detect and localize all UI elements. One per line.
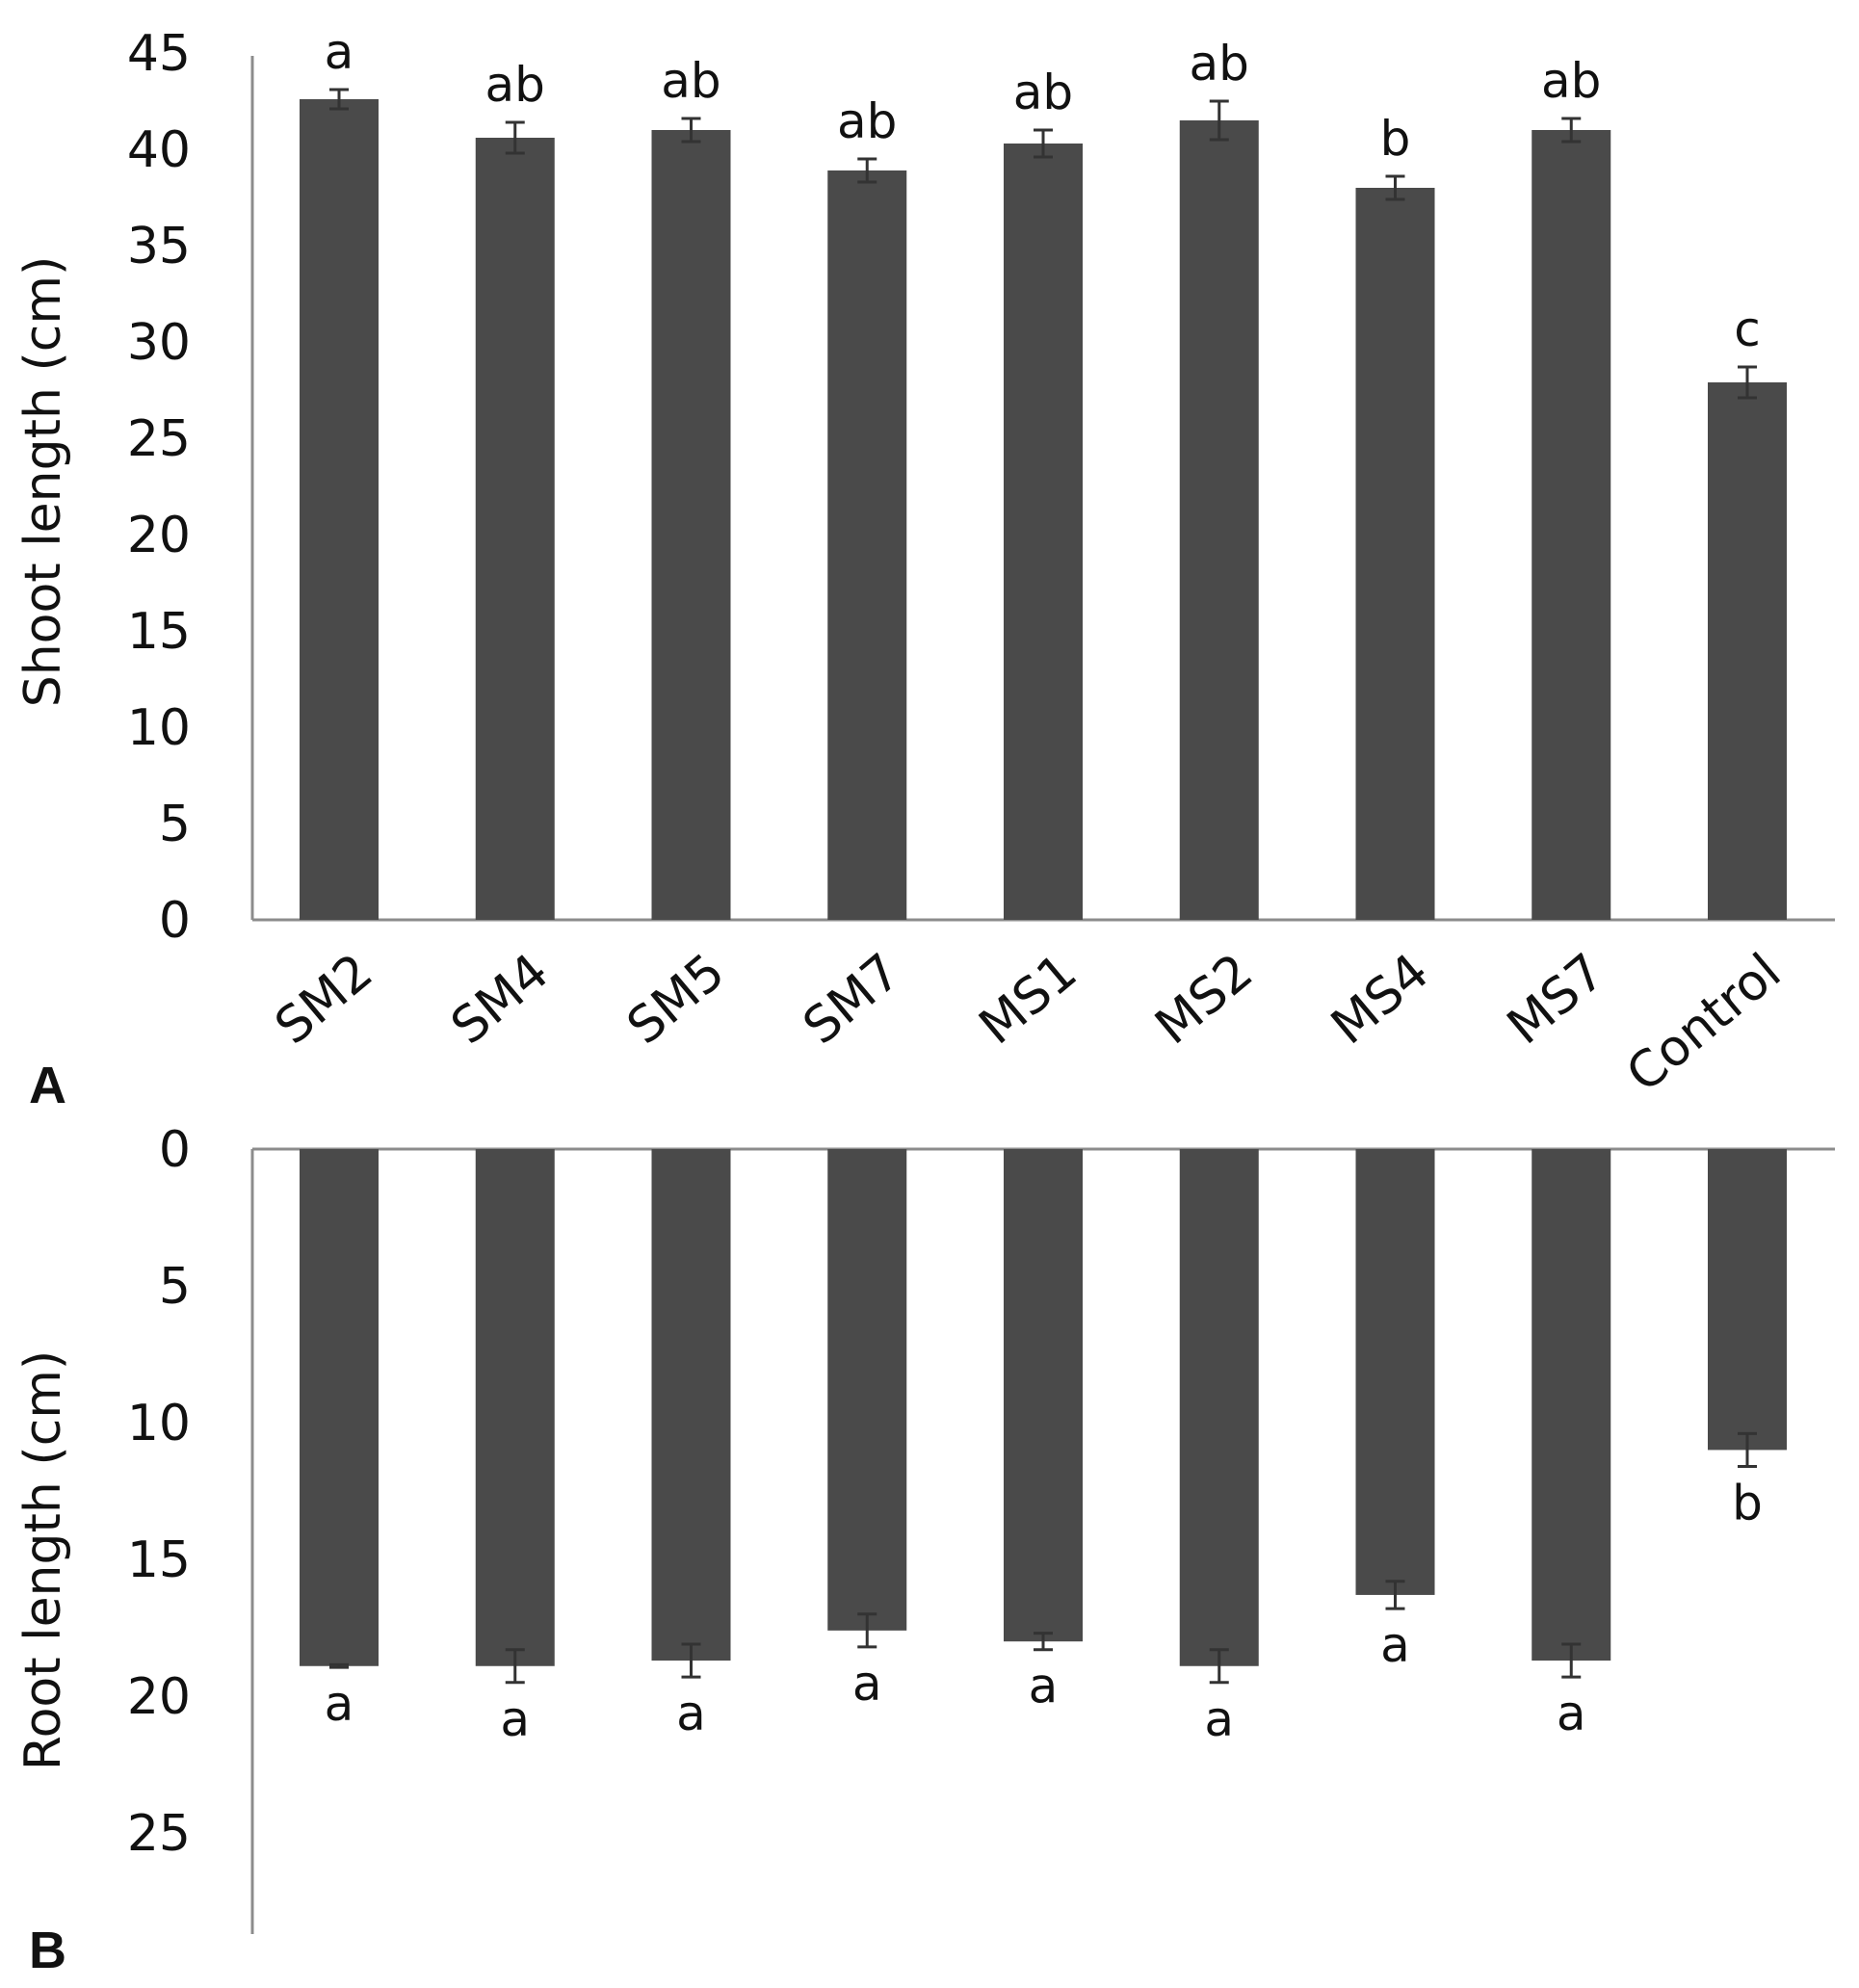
bar-ms4	[1355, 1149, 1435, 1595]
y-tick-label: 0	[159, 1121, 191, 1179]
significance-letter: a	[852, 1656, 882, 1712]
y-tick-label: 30	[127, 314, 191, 372]
panel-b-root-length: 0 5 10 15 20 25 Root length (cm) a a a a a a a a b B	[14, 1121, 1835, 1979]
bar-ms1	[1004, 144, 1083, 920]
significance-letter: b	[1732, 1475, 1763, 1530]
significance-letter: c	[1734, 301, 1761, 357]
y-tick-label: 20	[127, 1668, 191, 1726]
significance-letter: a	[325, 1676, 354, 1732]
bar-sm7	[827, 1149, 907, 1631]
x-tick-label: MS4	[1321, 943, 1440, 1056]
y-tick-label: 15	[127, 1531, 191, 1589]
significance-letter: a	[1557, 1686, 1586, 1741]
bar-control	[1708, 1149, 1787, 1451]
bar-ms2	[1179, 120, 1259, 920]
x-tick-label: SM4	[441, 943, 561, 1056]
bar-ms2	[1179, 1149, 1259, 1666]
y-tick-label: 45	[127, 25, 191, 83]
bar-sm5	[651, 1149, 731, 1661]
significance-letter: ab	[1013, 65, 1073, 120]
significance-letter: ab	[485, 57, 545, 113]
bar-ms4	[1355, 188, 1435, 920]
significance-letter: a	[500, 1691, 530, 1747]
bar-ms1	[1004, 1149, 1083, 1642]
y-tick-label: 10	[127, 1395, 191, 1452]
significance-letter: a	[1204, 1691, 1234, 1747]
x-tick-label: MS7	[1497, 943, 1616, 1056]
significance-letter: a	[1380, 1617, 1410, 1673]
y-tick-label: 25	[127, 1805, 191, 1863]
bar-sm5	[651, 130, 731, 920]
bar-ms7	[1532, 1149, 1611, 1661]
x-tick-label: SM5	[616, 943, 736, 1056]
y-tick-label: 40	[127, 121, 191, 179]
y-tick-label: 5	[159, 1258, 191, 1316]
y-axis-title: Shoot length (cm)	[14, 256, 72, 708]
bar-sm7	[827, 170, 907, 920]
panel-a-shoot-length: 0 5 10 15 20 25 30 35 40 45 Shoot length (cm) a SM2 a…	[14, 24, 1835, 1114]
y-tick-label: 35	[127, 218, 191, 275]
significance-letter: a	[676, 1686, 706, 1741]
significance-letter: ab	[1541, 53, 1601, 109]
significance-letter: a	[325, 24, 354, 80]
significance-letter: ab	[661, 53, 720, 109]
x-tick-label: Control	[1616, 943, 1793, 1104]
bar-sm2	[300, 99, 379, 920]
bar-sm4	[475, 138, 555, 920]
y-tick-label: 5	[159, 796, 191, 853]
y-tick-label: 20	[127, 507, 191, 564]
x-tick-label: SM2	[265, 943, 384, 1056]
y-axis-title: Root length (cm)	[14, 1350, 72, 1770]
bar-ms7	[1532, 130, 1611, 920]
x-tick-label: MS1	[969, 943, 1088, 1056]
panel-label: A	[29, 1057, 66, 1114]
significance-letter: a	[1029, 1659, 1059, 1714]
y-tick-label: 25	[127, 410, 191, 468]
bar-control	[1708, 382, 1787, 920]
y-tick-label: 10	[127, 699, 191, 757]
y-tick-label: 0	[159, 892, 191, 950]
significance-letter: b	[1380, 111, 1411, 167]
panel-label: B	[29, 1922, 66, 1979]
x-tick-label: SM7	[793, 943, 912, 1056]
significance-letter: ab	[1190, 36, 1249, 92]
x-tick-label: MS2	[1145, 943, 1265, 1056]
significance-letter: ab	[837, 93, 897, 149]
y-tick-label: 15	[127, 603, 191, 661]
bar-sm2	[300, 1149, 379, 1666]
bar-sm4	[475, 1149, 555, 1666]
